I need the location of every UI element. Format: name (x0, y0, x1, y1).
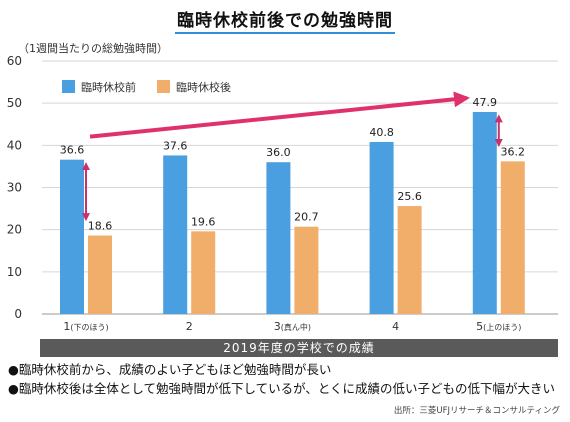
legend-swatch (157, 80, 170, 93)
data-label: 36.0 (266, 146, 291, 159)
bar (369, 141, 394, 314)
x-tick-label: 2 (186, 320, 193, 333)
bar (60, 159, 84, 314)
x-axis-title: 2019年度の学校での成績 (40, 339, 558, 357)
bar (294, 226, 319, 314)
trend-arrow (89, 91, 470, 139)
data-label: 47.9 (473, 96, 498, 109)
x-tick-label: 1(下のほう) (63, 320, 108, 333)
data-label: 40.8 (369, 126, 394, 139)
data-label: 20.7 (294, 211, 319, 224)
source-credit: 出所：三菱UFJリサーチ＆コンサルティング (393, 406, 560, 416)
chart-title: 臨時休校前後での勉強時間 (177, 11, 393, 31)
y-tick-label: 60 (7, 54, 22, 68)
bar (266, 162, 291, 314)
bar (472, 112, 497, 314)
data-label: 36.2 (501, 145, 526, 158)
x-tick-label: 4 (392, 320, 399, 333)
note-1: ●臨時休校前から、成績のよい子どもほど勉強時間が長い (8, 362, 332, 377)
bar (500, 161, 525, 314)
legend-label: 臨時休校後 (176, 80, 231, 94)
bar (191, 231, 216, 314)
bar (88, 235, 112, 314)
legend-swatch (62, 80, 75, 93)
note-2: ●臨時休校後は全体として勉強時間が低下しているが、とくに成績の低い子どもの低下幅… (8, 381, 556, 396)
y-tick-label: 10 (7, 265, 22, 279)
data-label: 37.6 (163, 139, 188, 152)
title-underline (175, 32, 395, 34)
y-tick-label: 50 (7, 96, 22, 110)
y-tick-label: 0 (14, 307, 22, 321)
legend-label: 臨時休校前 (81, 80, 136, 94)
bar (163, 155, 188, 314)
y-tick-label: 40 (7, 138, 22, 152)
data-label: 36.6 (60, 144, 85, 157)
x-tick-label: 3(真ん中) (274, 320, 311, 333)
bar (397, 206, 422, 314)
data-label: 25.6 (397, 190, 422, 203)
x-tick-label: 5(上のほう) (476, 320, 521, 333)
bar-chart: 0 10 20 30 40 50 60 36.6 18.6 1(下のほう) 37.6 19.6 2 36.… (7, 54, 558, 333)
y-unit-label: （1週間当たりの総勉強時間） (18, 42, 168, 55)
y-tick-label: 30 (7, 181, 22, 195)
notes: ●臨時休校前から、成績のよい子どもほど勉強時間が長い ●臨時休校後は全体として勉… (8, 360, 555, 398)
y-tick-label: 20 (7, 223, 22, 237)
data-label: 19.6 (191, 215, 216, 228)
data-label: 18.6 (88, 220, 113, 233)
